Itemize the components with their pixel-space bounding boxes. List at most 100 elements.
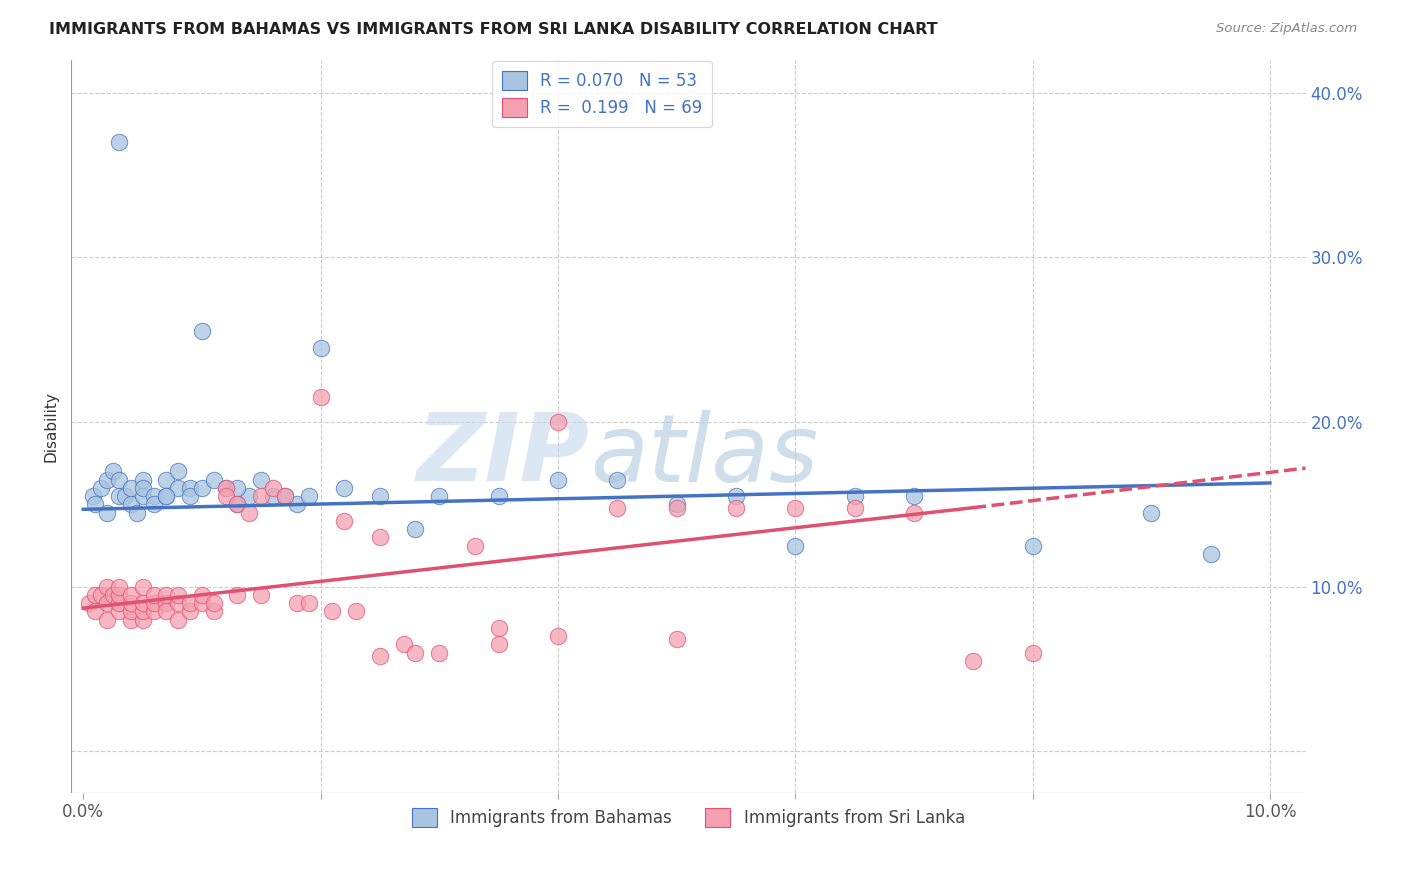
Point	[96, 613, 118, 627]
Point	[84, 604, 107, 618]
Point	[179, 604, 201, 618]
Point	[96, 473, 118, 487]
Point	[285, 596, 308, 610]
Point	[131, 481, 153, 495]
Point	[107, 604, 129, 618]
Point	[90, 481, 112, 495]
Point	[90, 588, 112, 602]
Point	[202, 604, 225, 618]
Point	[179, 481, 201, 495]
Point	[131, 604, 153, 618]
Point	[214, 481, 236, 495]
Point	[155, 588, 177, 602]
Point	[274, 489, 297, 503]
Point	[547, 473, 569, 487]
Point	[298, 596, 321, 610]
Point	[143, 588, 166, 602]
Point	[131, 613, 153, 627]
Point	[903, 489, 925, 503]
Point	[167, 481, 190, 495]
Point	[167, 588, 190, 602]
Legend: Immigrants from Bahamas, Immigrants from Sri Lanka: Immigrants from Bahamas, Immigrants from…	[404, 800, 973, 836]
Point	[155, 604, 177, 618]
Point	[167, 596, 190, 610]
Point	[125, 506, 148, 520]
Point	[226, 497, 249, 511]
Point	[143, 489, 166, 503]
Point	[344, 604, 367, 618]
Point	[107, 473, 129, 487]
Point	[155, 596, 177, 610]
Point	[488, 621, 510, 635]
Point	[262, 489, 284, 503]
Point	[179, 489, 201, 503]
Text: ZIP: ZIP	[416, 409, 589, 501]
Point	[321, 604, 343, 618]
Point	[202, 473, 225, 487]
Point	[202, 596, 225, 610]
Point	[309, 341, 332, 355]
Point	[238, 506, 260, 520]
Point	[107, 596, 129, 610]
Point	[1199, 547, 1222, 561]
Point	[309, 390, 332, 404]
Point	[1140, 506, 1163, 520]
Text: Source: ZipAtlas.com: Source: ZipAtlas.com	[1216, 22, 1357, 36]
Point	[191, 325, 214, 339]
Point	[107, 580, 129, 594]
Point	[547, 415, 569, 429]
Point	[1021, 539, 1043, 553]
Point	[238, 489, 260, 503]
Point	[262, 481, 284, 495]
Point	[131, 580, 153, 594]
Point	[77, 596, 100, 610]
Point	[368, 648, 391, 663]
Point	[368, 530, 391, 544]
Point	[120, 481, 142, 495]
Point	[844, 500, 866, 515]
Point	[101, 465, 124, 479]
Point	[903, 506, 925, 520]
Point	[392, 637, 415, 651]
Point	[368, 489, 391, 503]
Point	[547, 629, 569, 643]
Point	[606, 473, 628, 487]
Point	[606, 500, 628, 515]
Text: IMMIGRANTS FROM BAHAMAS VS IMMIGRANTS FROM SRI LANKA DISABILITY CORRELATION CHAR: IMMIGRANTS FROM BAHAMAS VS IMMIGRANTS FR…	[49, 22, 938, 37]
Point	[274, 489, 297, 503]
Point	[120, 497, 142, 511]
Point	[167, 613, 190, 627]
Point	[1021, 646, 1043, 660]
Point	[101, 588, 124, 602]
Point	[464, 539, 486, 553]
Point	[665, 500, 688, 515]
Point	[114, 489, 136, 503]
Point	[250, 588, 273, 602]
Point	[96, 506, 118, 520]
Point	[404, 646, 426, 660]
Point	[84, 497, 107, 511]
Point	[84, 588, 107, 602]
Point	[404, 522, 426, 536]
Point	[427, 646, 450, 660]
Point	[143, 497, 166, 511]
Point	[131, 489, 153, 503]
Point	[82, 489, 104, 503]
Point	[107, 135, 129, 149]
Y-axis label: Disability: Disability	[44, 391, 58, 461]
Point	[724, 489, 747, 503]
Point	[96, 580, 118, 594]
Point	[120, 596, 142, 610]
Text: atlas: atlas	[589, 410, 818, 501]
Point	[143, 604, 166, 618]
Point	[333, 514, 356, 528]
Point	[785, 539, 807, 553]
Point	[155, 489, 177, 503]
Point	[167, 465, 190, 479]
Point	[143, 596, 166, 610]
Point	[120, 604, 142, 618]
Point	[214, 481, 236, 495]
Point	[107, 489, 129, 503]
Point	[665, 497, 688, 511]
Point	[724, 500, 747, 515]
